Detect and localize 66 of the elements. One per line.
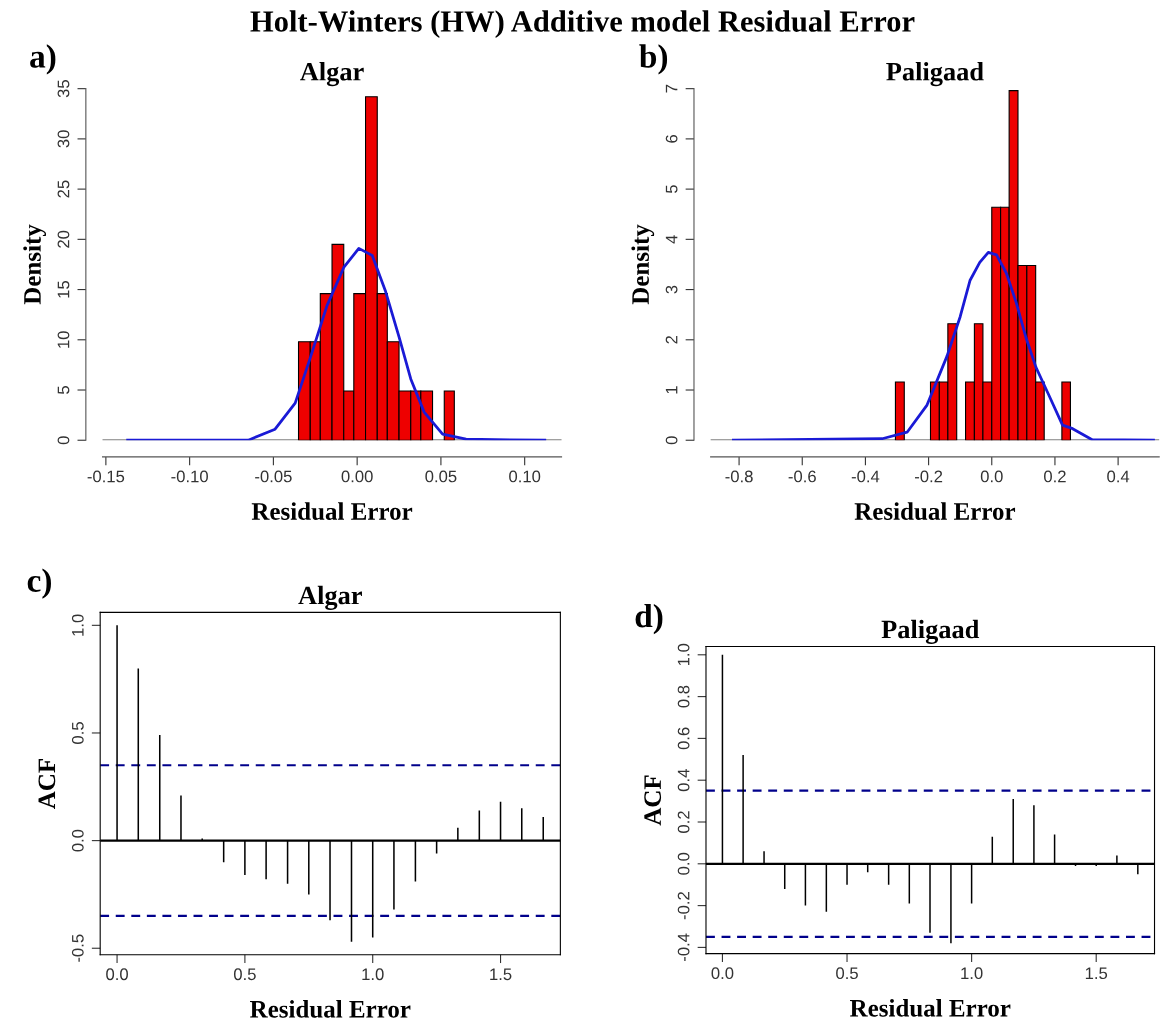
y-tick-label: -0.5 xyxy=(71,934,84,962)
x-axis-title: Residual Error xyxy=(850,999,1011,1017)
y-tick-label: -0.4 xyxy=(677,933,690,962)
x-tick-label: 0.5 xyxy=(233,968,256,981)
y-tick-label: 7 xyxy=(665,84,678,93)
x-tick-label: 0.10 xyxy=(509,470,541,483)
chart-title: Algar xyxy=(300,62,364,87)
y-tick-label: 0 xyxy=(57,436,70,445)
y-axis-title: Density xyxy=(631,224,655,305)
x-axis-title: Residual Error xyxy=(250,1000,411,1018)
y-tick-label: 1 xyxy=(665,386,678,394)
x-tick-label: 0.00 xyxy=(341,470,373,483)
y-tick-label: 10 xyxy=(57,331,70,348)
x-axis-title: Residual Error xyxy=(251,502,413,520)
y-tick-label: 0.6 xyxy=(677,727,690,750)
y-tick-label: 0.0 xyxy=(677,852,690,875)
x-tick-label: 1.5 xyxy=(490,968,512,981)
x-tick-label: 0.4 xyxy=(1107,470,1130,483)
x-tick-label: 0.0 xyxy=(106,968,128,981)
y-tick-label: 1.0 xyxy=(71,614,84,636)
y-tick-label: 1.0 xyxy=(677,643,690,666)
y-axis-title: Density xyxy=(23,224,47,305)
x-tick-label: 1.0 xyxy=(362,968,384,981)
text: Holt-Winters (HW) Additive model Residual Error xyxy=(250,10,915,39)
chart-title: Algar xyxy=(298,585,362,610)
y-axis-title: ACF xyxy=(38,759,56,809)
y-tick-label: 4 xyxy=(665,235,678,244)
chart-title: Paligaad xyxy=(881,619,980,644)
x-axis-title: Residual Error xyxy=(854,502,1016,520)
y-tick-label: 25 xyxy=(57,180,70,198)
y-tick-label: 20 xyxy=(57,230,70,248)
x-tick-label: -0.10 xyxy=(171,470,208,483)
x-tick-label: 0.5 xyxy=(836,967,858,980)
y-tick-label: 5 xyxy=(57,386,70,394)
x-tick-label: -0.15 xyxy=(87,470,125,483)
y-tick-label: 0.2 xyxy=(677,811,690,833)
y-axis-title: ACF xyxy=(644,775,662,826)
x-tick-label: 0.0 xyxy=(711,967,734,980)
y-tick-label: 5 xyxy=(665,185,678,194)
y-tick-label: 30 xyxy=(57,130,70,148)
x-tick-label: 0.2 xyxy=(1044,470,1066,483)
y-tick-label: 3 xyxy=(665,285,678,294)
y-tick-label: 6 xyxy=(665,134,678,143)
y-tick-label: 0.8 xyxy=(677,685,690,708)
x-tick-label: -0.6 xyxy=(788,470,816,483)
y-tick-label: 0.4 xyxy=(677,769,690,792)
text: a) xyxy=(30,44,56,75)
x-tick-label: 0.0 xyxy=(980,470,1003,483)
x-tick-label: 0.05 xyxy=(425,470,457,483)
x-tick-label: -0.4 xyxy=(851,470,880,483)
x-tick-label: -0.05 xyxy=(255,470,292,483)
y-tick-label: 2 xyxy=(665,335,678,344)
text: c) xyxy=(27,568,51,599)
y-tick-label: -0.2 xyxy=(677,892,690,920)
x-tick-label: -0.2 xyxy=(914,470,943,483)
y-tick-label: 0.5 xyxy=(71,722,84,744)
y-tick-label: 35 xyxy=(57,80,70,98)
x-tick-label: 1.0 xyxy=(961,967,983,980)
x-tick-label: -0.8 xyxy=(725,470,753,483)
y-tick-label: 0.0 xyxy=(71,829,84,852)
x-tick-label: 1.5 xyxy=(1085,967,1108,980)
text: b) xyxy=(639,44,668,75)
chart-title: Paligaad xyxy=(886,62,984,87)
y-tick-label: 15 xyxy=(57,280,70,298)
y-tick-label: 0 xyxy=(665,436,678,445)
text: d) xyxy=(635,603,663,635)
